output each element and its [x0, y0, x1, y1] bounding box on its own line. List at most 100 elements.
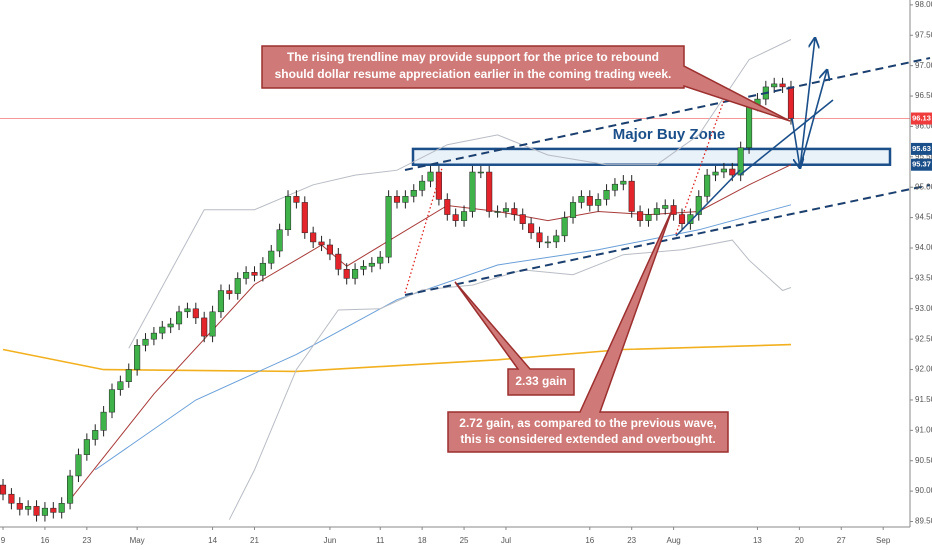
- price-tag: [911, 112, 932, 125]
- candle-body: [352, 269, 359, 279]
- candle-body: [494, 211, 501, 213]
- candle-body: [83, 439, 90, 455]
- x-tick-label: Aug: [666, 536, 680, 545]
- projection-arrow: [799, 70, 827, 169]
- indicator-line: [128, 39, 792, 349]
- candle-body: [284, 196, 292, 231]
- candle-body: [377, 256, 384, 264]
- trend-arrow: [675, 169, 741, 237]
- candle-body: [393, 196, 401, 203]
- candle-body: [217, 290, 225, 313]
- y-tick-label: 90.00: [915, 486, 932, 495]
- candle-body: [419, 180, 426, 191]
- candle-body: [259, 262, 266, 276]
- annotation-layer: The rising trendline may provide support…: [261, 38, 931, 453]
- candle-body: [561, 217, 568, 237]
- x-tick-label: 13: [753, 536, 762, 545]
- candle-layer: [0, 77, 795, 522]
- candle-body: [603, 190, 610, 200]
- candle-body: [100, 411, 107, 431]
- candle-body: [704, 174, 711, 197]
- candle-body: [108, 389, 116, 413]
- candle-body: [58, 503, 65, 513]
- buy-zone-label: Major Buy Zone: [613, 126, 726, 143]
- price-tag-label: 96.13: [912, 114, 931, 123]
- candle-body: [628, 180, 635, 212]
- candle-body: [360, 265, 367, 270]
- candle-body: [528, 223, 535, 234]
- candle-body: [569, 202, 577, 218]
- candle-body: [226, 290, 233, 294]
- x-tick-label: 23: [627, 536, 636, 545]
- x-tick-label: 20: [795, 536, 804, 545]
- candle-body: [578, 196, 585, 203]
- candle-body: [611, 183, 618, 191]
- candle-body: [402, 196, 409, 203]
- candle-body: [326, 244, 333, 255]
- y-tick-label: 91.00: [915, 425, 932, 434]
- candle-body: [301, 202, 308, 234]
- candle-body: [502, 208, 510, 212]
- x-tick-label: 25: [460, 536, 469, 545]
- candle-body: [41, 507, 48, 516]
- x-tick-label: May: [130, 536, 145, 545]
- candle-body: [469, 171, 476, 212]
- candle-body: [335, 253, 342, 270]
- candle-body: [293, 196, 300, 203]
- candle-body: [67, 475, 74, 504]
- candle-body: [477, 171, 484, 174]
- candle-body: [33, 506, 40, 516]
- x-tick-label: Sep: [876, 536, 891, 545]
- y-tick-label: 93.00: [915, 304, 932, 313]
- x-tick-label: 9: [1, 536, 6, 545]
- candle-body: [243, 272, 250, 279]
- candle-body: [209, 311, 216, 337]
- indicator-line: [2, 343, 792, 373]
- candle-body: [586, 196, 593, 206]
- trend-arrow: [739, 99, 834, 176]
- candle-body: [544, 241, 551, 244]
- candle-body: [75, 454, 82, 477]
- candle-body: [50, 507, 57, 513]
- projection-arrow: [791, 117, 800, 168]
- candle-body: [251, 272, 258, 276]
- price-tag: [911, 142, 932, 155]
- x-tick-label: 16: [585, 536, 594, 545]
- price-tag-label: 95.37: [912, 160, 931, 169]
- x-tick-label: 23: [82, 536, 91, 545]
- candle-body: [92, 430, 99, 440]
- candle-body: [192, 308, 199, 319]
- candle-body: [670, 205, 677, 215]
- candle-body: [645, 214, 652, 221]
- candle-body: [16, 503, 23, 510]
- candle-body: [310, 232, 317, 243]
- callout-text: 2.33 gain: [515, 374, 566, 388]
- candle-body: [662, 205, 669, 209]
- callout: [447, 209, 729, 453]
- candle-body: [268, 250, 275, 264]
- x-tick-label: 18: [418, 536, 427, 545]
- x-tick-label: 11: [376, 536, 385, 545]
- candle-body: [720, 168, 727, 173]
- candle-body: [201, 317, 208, 337]
- upper-trendline: [404, 57, 931, 171]
- candle-body: [536, 232, 543, 243]
- callout: [454, 281, 575, 396]
- callout-text: this is considered extended and overboug…: [460, 432, 715, 446]
- candle-body: [159, 326, 166, 334]
- candle-body: [175, 311, 183, 325]
- price-tag: [911, 158, 932, 171]
- y-tick-label: 97.50: [915, 30, 932, 39]
- candle-body: [553, 235, 560, 243]
- candle-body: [427, 171, 434, 182]
- y-tick-label: 95.00: [915, 182, 932, 191]
- buy-zone: [411, 147, 892, 166]
- y-tick-label: 97.00: [915, 61, 932, 70]
- candle-body: [410, 190, 417, 197]
- candle-body: [134, 345, 141, 370]
- x-tick-label: 21: [250, 536, 259, 545]
- candle-body: [695, 196, 702, 215]
- lower-trendline: [404, 184, 931, 296]
- x-tick-label: 14: [208, 536, 217, 545]
